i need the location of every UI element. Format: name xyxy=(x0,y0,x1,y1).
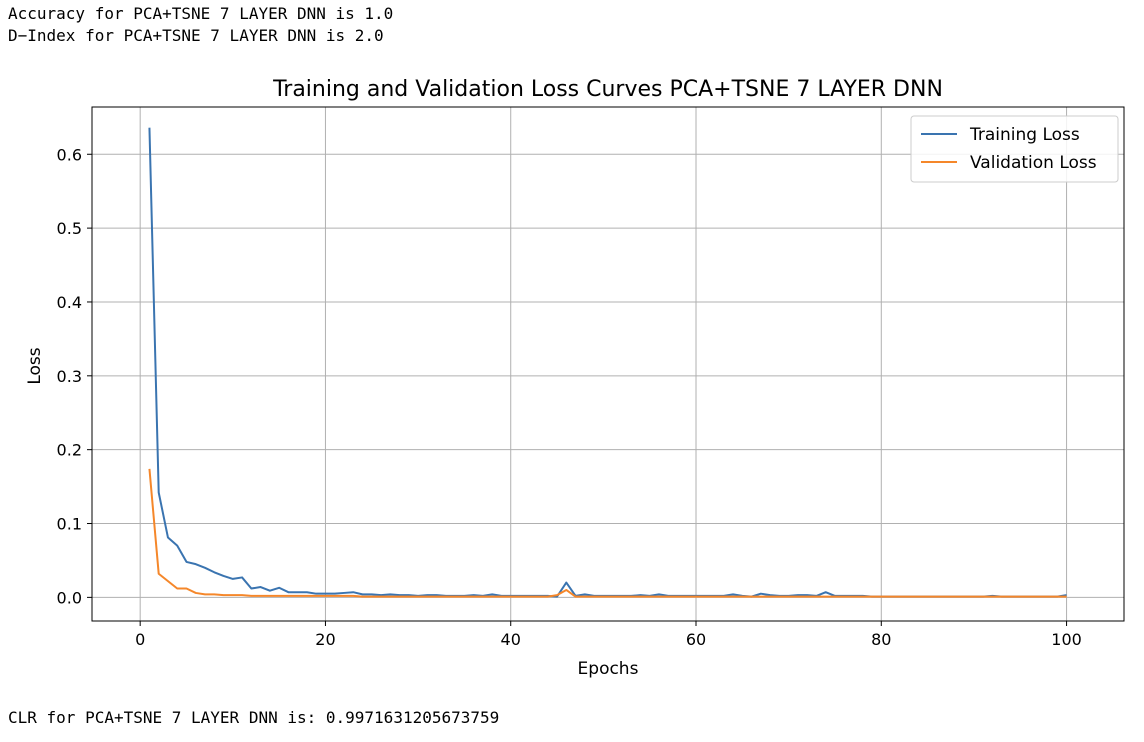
clr-output-line: CLR for PCA+TSNE 7 LAYER DNN is: 0.99716… xyxy=(8,708,500,727)
y-tick-label: 0.1 xyxy=(57,515,82,534)
legend-label: Validation Loss xyxy=(970,153,1097,173)
validation-loss-line xyxy=(148,468,1067,598)
training-loss-line xyxy=(148,127,1067,598)
legend-box xyxy=(910,115,1119,183)
y-axis-ticks: 0.0 0.1 0.2 0.3 0.4 0.5 0.6 xyxy=(57,145,92,607)
loss-curve-chart: 0 20 40 60 80 100 0.0 0.1 0.2 0.3 0.4 0.5 0.6 Train… xyxy=(25,77,1125,679)
x-tick-label: 0 xyxy=(135,630,145,649)
dindex-output-line: D−Index for PCA+TSNE 7 LAYER DNN is 2.0 xyxy=(8,26,384,45)
chart-legend: Training Loss Validation Loss xyxy=(910,115,1119,183)
x-tick-label: 20 xyxy=(315,630,335,649)
y-tick-label: 0.0 xyxy=(57,588,82,607)
x-tick-label: 40 xyxy=(501,630,521,649)
x-axis-ticks: 0 20 40 60 80 100 xyxy=(135,621,1082,649)
x-tick-label: 80 xyxy=(871,630,891,649)
legend-label: Training Loss xyxy=(969,125,1080,145)
x-tick-label: 100 xyxy=(1051,630,1082,649)
plot-frame xyxy=(91,106,1125,622)
y-tick-label: 0.4 xyxy=(57,293,82,312)
y-axis-label: Loss xyxy=(25,347,45,384)
x-tick-label: 60 xyxy=(686,630,706,649)
y-tick-label: 0.6 xyxy=(57,145,82,164)
y-tick-label: 0.5 xyxy=(57,219,82,238)
accuracy-output-line: Accuracy for PCA+TSNE 7 LAYER DNN is 1.0 xyxy=(8,4,394,23)
y-tick-label: 0.3 xyxy=(57,367,82,386)
grid-lines xyxy=(92,107,1124,621)
y-tick-label: 0.2 xyxy=(57,441,82,460)
series-lines xyxy=(148,127,1067,598)
x-axis-label: Epochs xyxy=(578,659,639,679)
chart-title: Training and Validation Loss Curves PCA+… xyxy=(272,77,943,102)
